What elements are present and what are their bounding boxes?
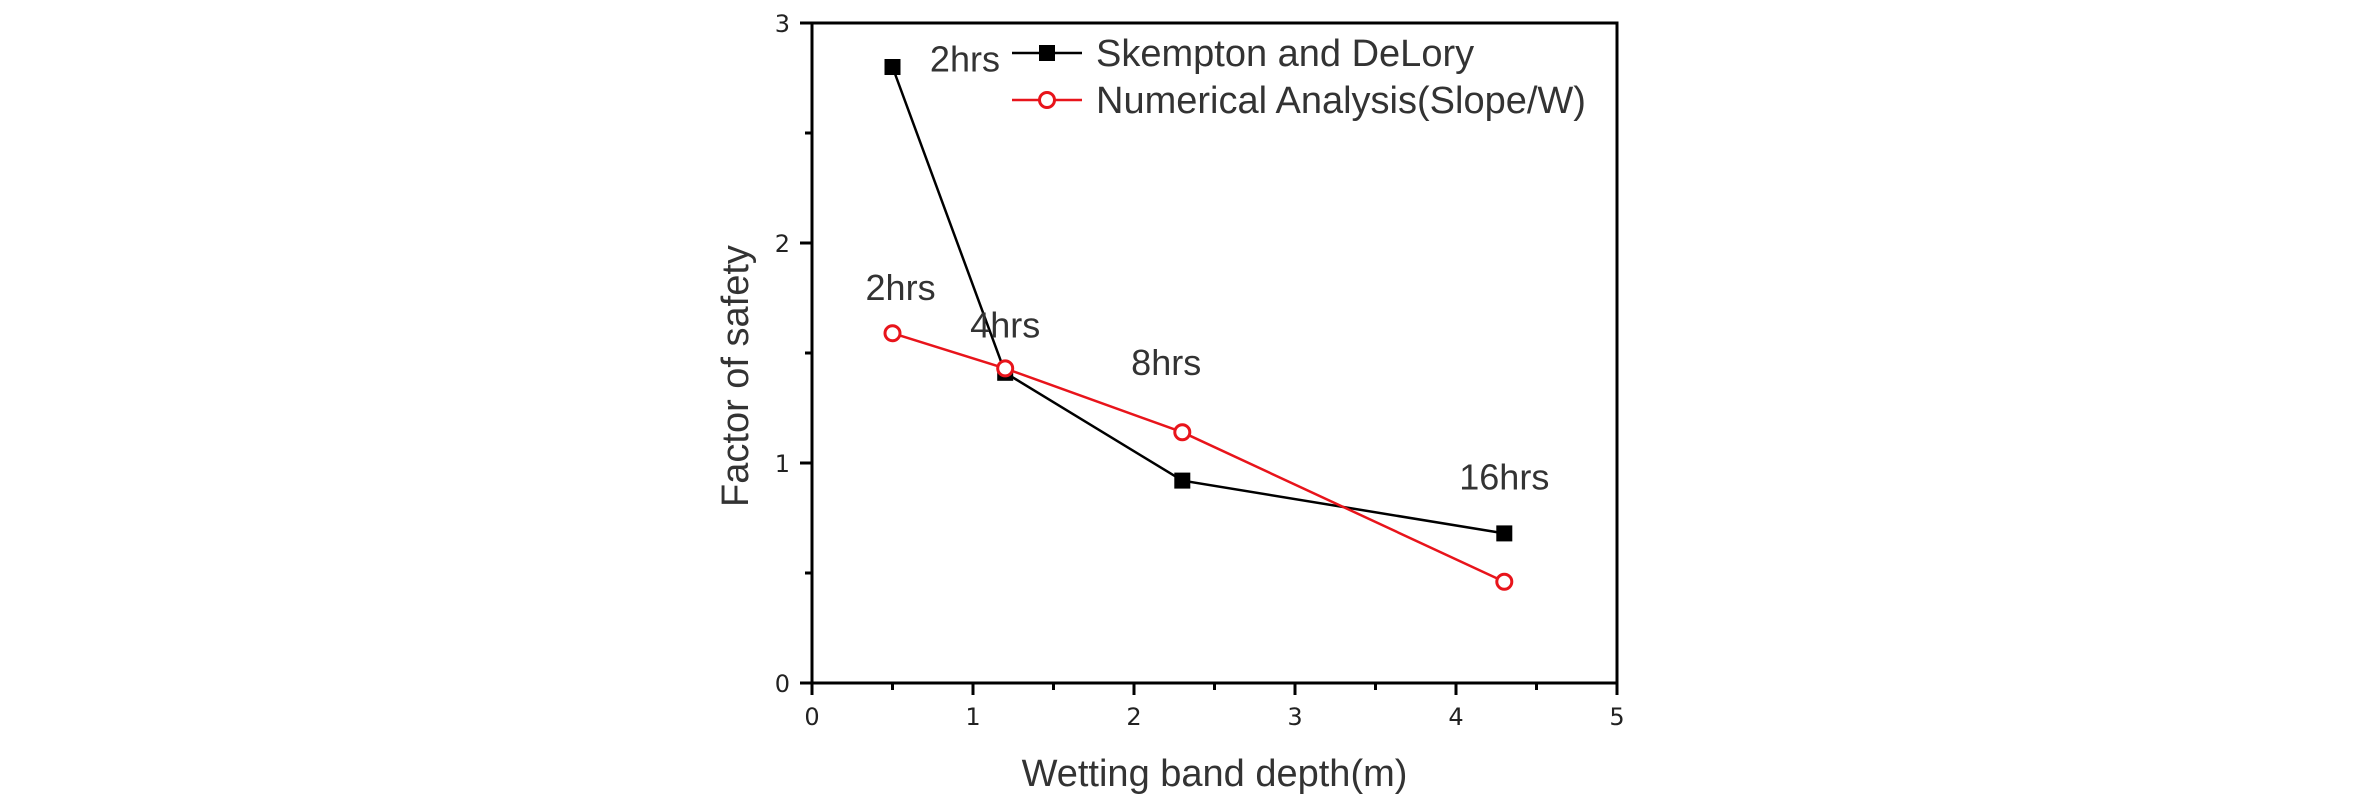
axes: 0 1 2 3 4 5 0 1 2 3 bbox=[775, 10, 1625, 731]
legend-swatch-marker bbox=[1038, 91, 1056, 109]
series-2-point bbox=[883, 324, 902, 343]
x-tick-label: 4 bbox=[1448, 703, 1463, 731]
annotation-label: 4hrs bbox=[970, 305, 1040, 346]
y-tick-label: 3 bbox=[775, 10, 790, 38]
annotation-layer: 2hrs 2hrs 4hrs 8hrs 16hrs bbox=[866, 38, 1550, 497]
y-tick-label: 1 bbox=[775, 450, 790, 478]
x-tick-label: 5 bbox=[1609, 703, 1624, 731]
annotation-label: 16hrs bbox=[1459, 456, 1549, 497]
annotation-label: 2hrs bbox=[930, 38, 1000, 79]
x-axis-title: Wetting band depth(m) bbox=[1022, 753, 1408, 795]
series-2-point bbox=[996, 359, 1015, 378]
series-1-point bbox=[1174, 472, 1191, 489]
y-tick-label: 0 bbox=[775, 670, 790, 698]
x-tick-label: 1 bbox=[965, 703, 980, 731]
legend: Skempton and DeLory Numerical Analysis(Sl… bbox=[1012, 33, 1586, 122]
legend-label: Skempton and DeLory bbox=[1096, 33, 1474, 75]
x-tick-label: 3 bbox=[1287, 703, 1302, 731]
series-2-point bbox=[1495, 572, 1514, 591]
y-axis-title: Factor of safety bbox=[715, 245, 757, 507]
x-tick-label: 0 bbox=[804, 703, 819, 731]
series-1-point bbox=[884, 59, 901, 75]
series-1-point bbox=[1496, 525, 1513, 542]
legend-label: Numerical Analysis(Slope/W) bbox=[1096, 80, 1586, 122]
y-tick-label: 2 bbox=[775, 230, 790, 258]
annotation-label: 8hrs bbox=[1131, 342, 1201, 383]
series-2-line bbox=[892, 332, 1505, 583]
x-tick-label: 2 bbox=[1126, 703, 1141, 731]
series-layer bbox=[883, 59, 1514, 591]
series-2-point bbox=[1173, 423, 1192, 442]
legend-swatch-marker bbox=[1039, 45, 1055, 61]
annotation-label: 2hrs bbox=[866, 267, 936, 308]
series-2 bbox=[883, 324, 1514, 591]
